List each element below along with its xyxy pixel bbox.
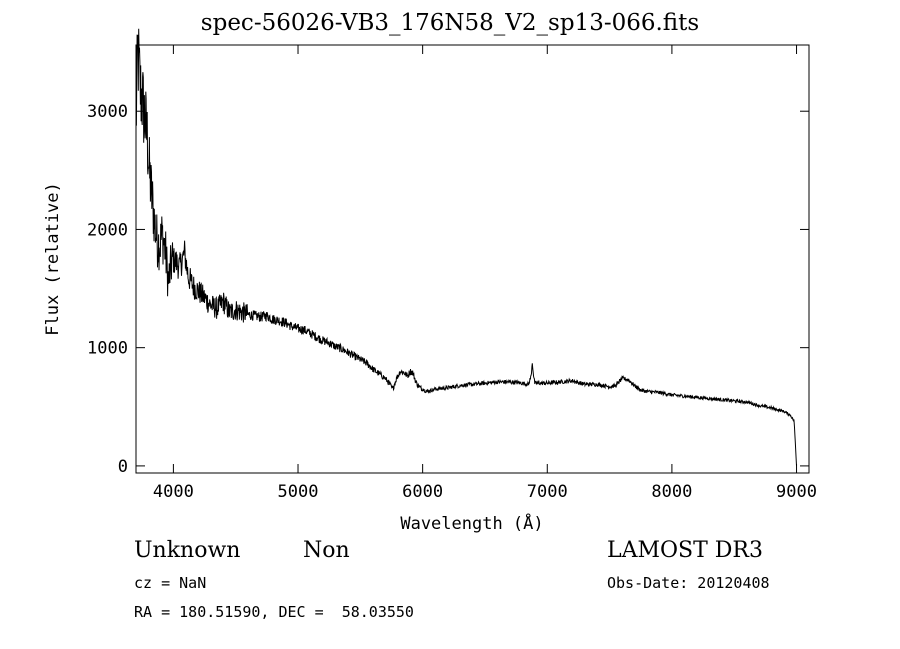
x-tick-label: 5000 (278, 482, 319, 502)
x-tick-label: 7000 (527, 482, 568, 502)
x-axis-ticks: 4000 5000 6000 7000 8000 9000 (153, 45, 817, 502)
y-axis-ticks: 0 1000 2000 3000 (87, 102, 809, 477)
y-tick-label: 3000 (87, 102, 128, 122)
chart-title: spec-56026-VB3_176N58_V2_sp13-066.fits (200, 10, 700, 36)
y-axis-label: Flux (relative) (43, 182, 63, 336)
y-tick-label: 0 (118, 457, 128, 477)
x-tick-label: 4000 (153, 482, 194, 502)
y-tick-label: 2000 (87, 220, 128, 240)
x-tick-label: 6000 (402, 482, 443, 502)
observation-date: Obs-Date: 20120408 (607, 574, 770, 592)
survey-name: LAMOST DR3 (607, 538, 763, 563)
y-tick-label: 1000 (87, 339, 128, 359)
redshift-cz: cz = NaN (134, 574, 207, 592)
object-subclass: Non (303, 538, 350, 563)
spectrum-line (135, 28, 797, 466)
x-tick-label: 9000 (776, 482, 817, 502)
x-tick-label: 8000 (651, 482, 692, 502)
plot-frame (135, 44, 810, 474)
x-axis-label: Wavelength (Å) (400, 512, 543, 534)
ra-dec-coordinates: RA = 180.51590, DEC = 58.03550 (134, 603, 414, 621)
object-class: Unknown (134, 538, 241, 563)
